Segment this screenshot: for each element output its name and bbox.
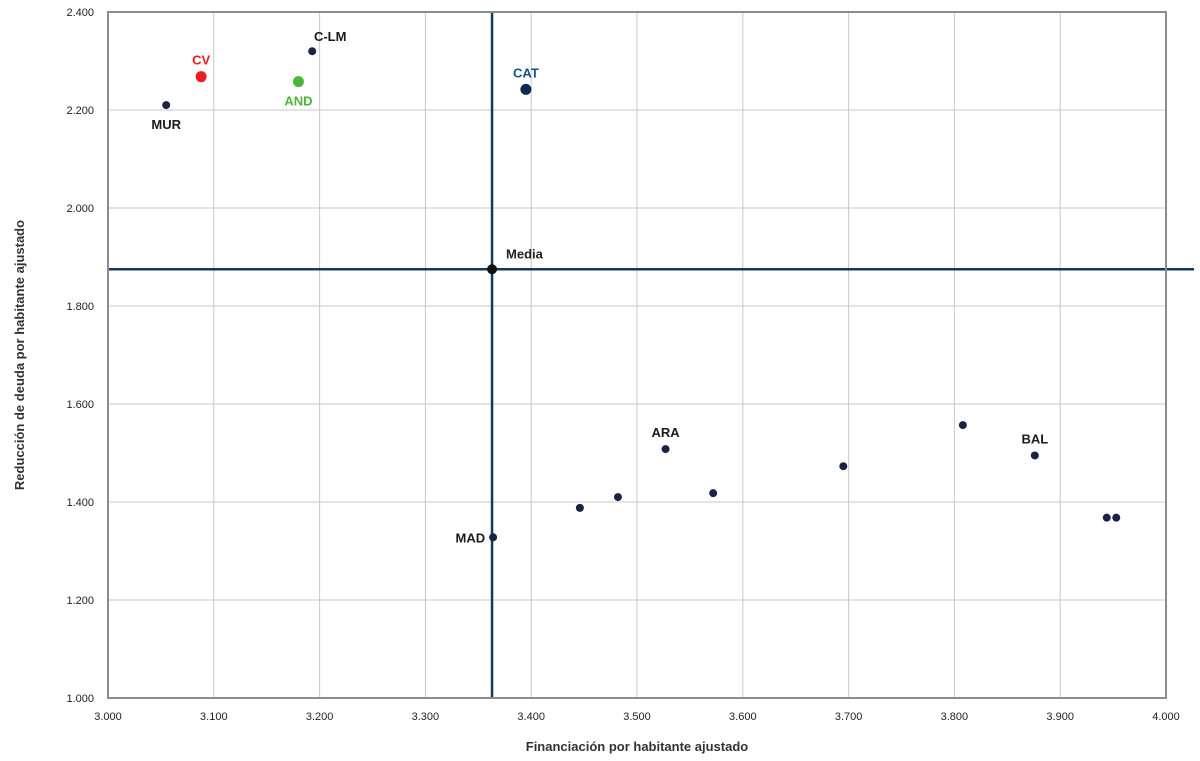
point-label-mad: MAD — [456, 530, 486, 545]
point-label-cv: CV — [192, 53, 210, 68]
y-tick-label: 1.600 — [66, 399, 94, 411]
x-tick-label: 3.400 — [517, 711, 545, 723]
data-point-unlabeled — [613, 493, 622, 502]
data-point-cat — [520, 83, 532, 95]
y-tick-label: 1.000 — [66, 693, 94, 705]
y-tick-label: 1.400 — [66, 497, 94, 509]
data-point-unlabeled — [958, 421, 967, 430]
x-tick-label: 3.200 — [306, 711, 334, 723]
data-point-ara — [661, 445, 670, 454]
y-tick-label: 1.200 — [66, 595, 94, 607]
data-point-and — [292, 76, 304, 88]
point-label-cat: CAT — [513, 65, 539, 80]
mean-label: Media — [506, 246, 544, 261]
data-point-mur — [162, 101, 171, 110]
x-tick-label: 4.000 — [1152, 711, 1180, 723]
point-label-c-lm: C-LM — [314, 29, 347, 44]
x-tick-label: 3.100 — [200, 711, 228, 723]
x-tick-label: 3.600 — [729, 711, 757, 723]
data-point-cv — [195, 71, 207, 83]
y-tick-label: 2.400 — [66, 7, 94, 19]
data-point-unlabeled — [575, 503, 584, 512]
data-point-c-lm — [308, 47, 317, 56]
x-tick-label: 3.900 — [1046, 711, 1074, 723]
y-tick-label: 1.800 — [66, 301, 94, 313]
x-tick-label: 3.000 — [94, 711, 122, 723]
plot-frame — [107, 11, 1167, 699]
x-tick-label: 3.300 — [412, 711, 440, 723]
y-tick-label: 2.200 — [66, 105, 94, 117]
x-tick-label: 3.500 — [623, 711, 651, 723]
point-label-ara: ARA — [651, 425, 680, 440]
tick-labels: 3.000 3.100 3.200 3.300 3.400 3.500 3.600 3.700… — [66, 7, 1179, 723]
data-points — [162, 47, 1121, 542]
point-label-and: AND — [284, 94, 312, 109]
data-point-unlabeled — [709, 489, 718, 498]
point-labels: Media MUR CV AND C-LM CAT MAD ARA BAL — [151, 29, 1048, 545]
y-axis-title: Reducción de deuda por habitante ajustad… — [12, 220, 27, 490]
x-tick-label: 3.700 — [835, 711, 863, 723]
data-point-unlabeled — [839, 462, 848, 471]
x-axis-title: Financiación por habitante ajustado — [526, 739, 749, 754]
reference-lines — [108, 12, 1194, 698]
point-label-mur: MUR — [151, 117, 181, 132]
data-point-unlabeled — [1112, 513, 1121, 522]
data-point-mad — [489, 533, 498, 542]
data-point-unlabeled — [1102, 513, 1111, 522]
mean-point — [487, 264, 498, 275]
data-point-bal — [1030, 451, 1039, 460]
grid — [107, 11, 1167, 699]
y-tick-label: 2.000 — [66, 203, 94, 215]
point-label-bal: BAL — [1021, 431, 1048, 446]
x-tick-label: 3.800 — [941, 711, 969, 723]
